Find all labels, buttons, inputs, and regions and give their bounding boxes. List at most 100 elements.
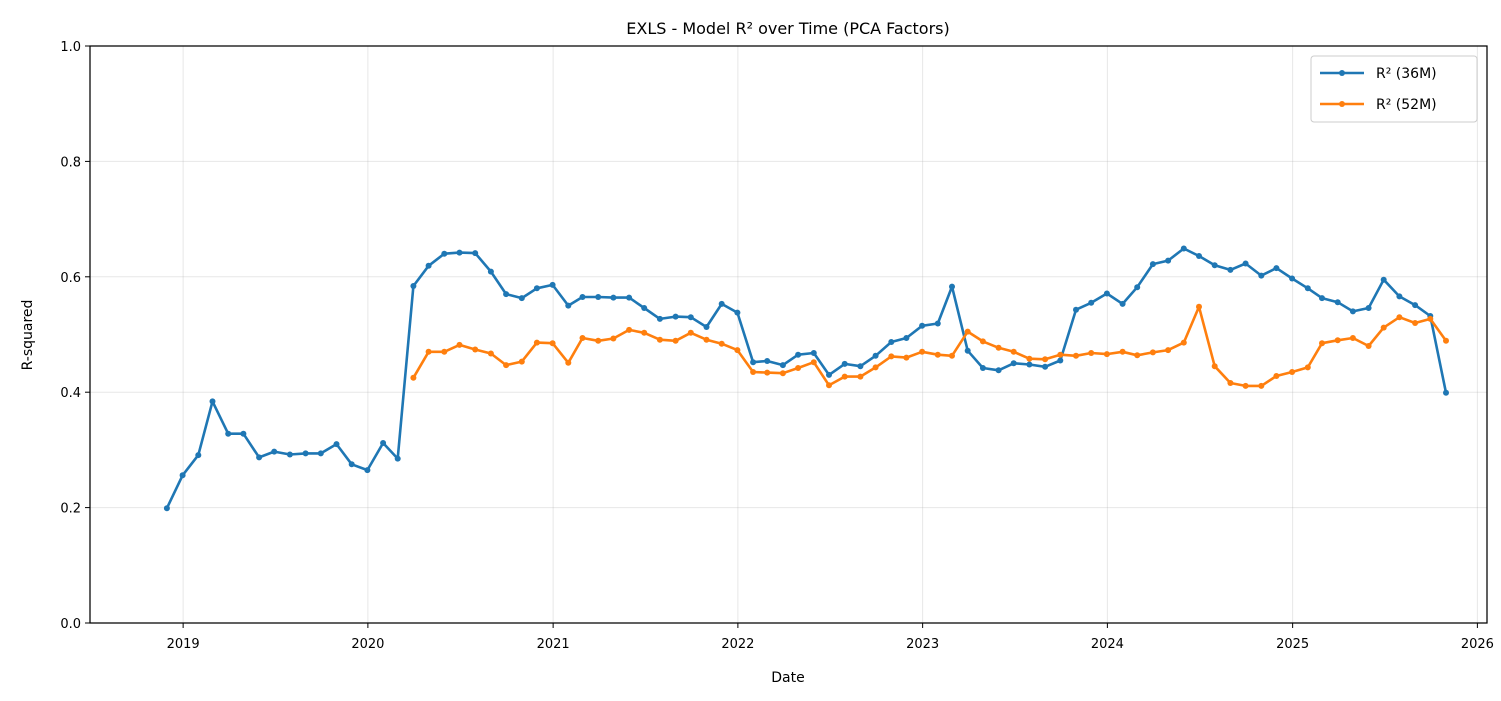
data-point	[734, 309, 741, 316]
data-point	[1149, 349, 1156, 356]
data-point	[1273, 265, 1280, 272]
data-point	[919, 322, 926, 329]
legend-marker-36m	[1339, 70, 1345, 76]
data-point	[441, 348, 448, 355]
data-point	[1165, 347, 1172, 354]
data-point	[1042, 363, 1049, 370]
data-point	[240, 430, 247, 437]
data-point	[1427, 315, 1434, 322]
data-point	[410, 283, 417, 289]
x-tick-label: 2024	[1091, 637, 1124, 652]
data-point	[934, 351, 941, 358]
data-point	[919, 348, 926, 355]
data-point	[1057, 351, 1064, 358]
x-tick-label: 2022	[721, 637, 754, 652]
x-axis-label: Date	[771, 670, 804, 686]
data-point	[703, 324, 710, 330]
data-point	[964, 347, 971, 354]
data-point	[1149, 261, 1156, 268]
data-point	[672, 337, 679, 344]
data-point	[718, 340, 725, 347]
data-point	[687, 329, 694, 336]
data-point	[225, 430, 232, 437]
x-tick-label: 2021	[537, 637, 570, 652]
data-point	[533, 285, 540, 292]
data-point	[1258, 382, 1265, 389]
data-point	[1026, 355, 1033, 362]
data-point	[394, 455, 401, 462]
data-point	[195, 452, 202, 459]
data-point	[410, 374, 417, 381]
data-point	[1319, 295, 1325, 302]
data-point	[1227, 266, 1234, 273]
data-point	[487, 268, 494, 275]
data-point	[1134, 284, 1141, 291]
data-point	[656, 336, 663, 343]
data-point	[1227, 380, 1234, 386]
data-point	[1242, 382, 1249, 389]
data-point	[163, 505, 170, 512]
data-point	[595, 294, 602, 300]
data-point	[903, 335, 910, 341]
y-tick-label: 0.6	[60, 271, 81, 286]
data-point	[826, 382, 832, 389]
data-point	[1088, 299, 1095, 306]
data-point	[810, 350, 817, 356]
data-point	[734, 347, 741, 354]
x-tick-label: 2025	[1276, 637, 1309, 652]
data-point	[425, 262, 432, 269]
x-tick-label: 2019	[167, 637, 200, 652]
data-point	[1380, 276, 1387, 283]
data-point	[441, 250, 448, 257]
data-point	[672, 313, 679, 320]
data-point	[1258, 272, 1265, 279]
data-point	[565, 359, 572, 366]
data-point	[949, 352, 955, 359]
data-point	[888, 339, 895, 345]
data-point	[687, 314, 694, 321]
data-point	[549, 281, 556, 288]
y-tick-label: 0.2	[60, 502, 81, 517]
data-point	[1119, 348, 1126, 355]
series-0	[163, 245, 1449, 512]
data-point	[779, 370, 786, 377]
data-point	[348, 461, 355, 468]
data-point	[364, 467, 371, 474]
data-point	[1396, 314, 1403, 321]
data-point	[533, 339, 540, 346]
data-point	[1319, 340, 1325, 347]
data-point	[826, 371, 832, 378]
data-point	[1289, 275, 1296, 282]
data-point	[1443, 337, 1449, 344]
data-point	[656, 315, 663, 322]
data-point	[286, 451, 293, 458]
data-point	[1196, 303, 1202, 310]
data-point	[750, 359, 757, 366]
data-point	[1119, 300, 1126, 307]
data-point	[857, 363, 864, 370]
data-point	[857, 373, 864, 380]
data-point	[1073, 352, 1079, 359]
y-tick-label: 0.8	[60, 155, 81, 170]
data-point	[641, 305, 648, 311]
data-point	[750, 369, 757, 375]
series-layer	[163, 245, 1449, 512]
data-point	[949, 283, 955, 290]
data-point	[1010, 348, 1017, 355]
y-axis: 0.0 0.2 0.4 0.6 0.8 1.0	[60, 40, 90, 632]
data-point	[626, 326, 633, 333]
data-point	[1380, 324, 1387, 331]
data-point	[256, 454, 263, 461]
data-point	[503, 291, 510, 298]
data-point	[1412, 302, 1419, 309]
data-point	[503, 362, 510, 369]
x-axis: 2019 2020 2021 2022 2023 2024 2025 2026	[167, 623, 1494, 652]
data-point	[271, 448, 278, 455]
data-point	[1103, 290, 1110, 297]
data-point	[995, 367, 1002, 374]
data-point	[333, 441, 340, 448]
data-point	[964, 328, 971, 335]
data-point	[1334, 299, 1341, 306]
data-point	[1349, 308, 1356, 315]
data-point	[1349, 335, 1356, 341]
